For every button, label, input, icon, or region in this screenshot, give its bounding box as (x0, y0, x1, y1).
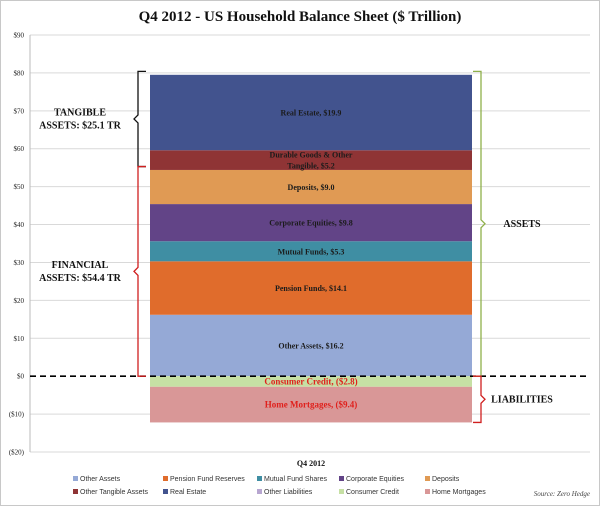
bracket (473, 375, 486, 424)
legend-swatch (425, 489, 430, 494)
legend-label: Corporate Equities (346, 476, 404, 483)
bracket (473, 70, 486, 377)
y-tick-label: $0 (17, 373, 25, 381)
y-tick-label: $20 (14, 297, 25, 305)
y-axis: ($20) ($10) $0 $10 $20 $30 $40 $50 $60 $70 $80 $90 (9, 32, 31, 457)
annotation-line: LIABILITIES (491, 394, 553, 405)
source-note: Source: Zero Hedge (533, 490, 590, 498)
bracket (133, 165, 146, 377)
y-tick-label: $70 (14, 107, 25, 115)
legend-label: Mutual Fund Shares (264, 476, 328, 483)
bar-segment (150, 261, 472, 315)
bracket (133, 70, 146, 168)
legend-swatch (73, 489, 78, 494)
data-label: Pension Funds, $14.1 (275, 284, 347, 293)
legend-swatch (425, 476, 430, 481)
legend-label: Real Estate (170, 489, 206, 496)
data-label-line: Durable Goods & Other (270, 151, 353, 160)
legend-label: Deposits (432, 476, 460, 483)
data-label-line: Consumer Credit, ($2.8) (264, 376, 357, 386)
data-label: Home Mortgages, ($9.4) (265, 400, 357, 410)
bar-segment (150, 314, 472, 377)
chart-title: Q4 2012 - US Household Balance Sheet ($ … (139, 9, 462, 25)
y-tick-label: $90 (14, 32, 25, 40)
y-tick-label: ($10) (9, 411, 25, 419)
bar-segment (150, 74, 472, 151)
legend-label: Other Liabilities (264, 489, 313, 496)
data-label: Real Estate, $19.9 (281, 109, 342, 118)
data-label: Corporate Equities, $9.8 (269, 219, 353, 228)
data-label: Mutual Funds, $5.3 (278, 247, 345, 256)
data-label-line: Real Estate, $19.9 (281, 109, 342, 118)
brackets: TANGIBLE ASSETS: $25.1 TR FINANCIAL ASSETS:… (39, 70, 553, 424)
legend-swatch (257, 489, 262, 494)
legend-swatch (163, 489, 168, 494)
legend-swatch (73, 476, 78, 481)
data-label-line: Deposits, $9.0 (288, 183, 335, 192)
legend-label: Home Mortgages (432, 489, 486, 496)
data-label: Deposits, $9.0 (288, 183, 335, 192)
y-tick-label: $10 (14, 335, 25, 343)
legend-swatch (339, 476, 344, 481)
annotation-label: FINANCIAL ASSETS: $54.4 TR (39, 260, 122, 284)
y-tick-label: $50 (14, 183, 25, 191)
data-label: Other Assets, $16.2 (278, 341, 343, 350)
data-label-line: Home Mortgages, ($9.4) (265, 400, 357, 410)
bar-segment (150, 386, 472, 423)
annotation-label: LIABILITIES (491, 394, 553, 405)
legend-label: Pension Fund Reserves (170, 476, 245, 483)
data-label-line: Other Assets, $16.2 (278, 341, 343, 350)
y-tick-label: $80 (14, 69, 25, 77)
annotation-line: FINANCIAL (52, 260, 109, 271)
x-category-label: Q4 2012 (297, 459, 325, 468)
legend-label: Other Tangible Assets (80, 489, 148, 496)
annotation-label: TANGIBLE ASSETS: $25.1 TR (39, 107, 122, 131)
data-label-line: Pension Funds, $14.1 (275, 284, 347, 293)
legend-label: Consumer Credit (346, 489, 399, 496)
legend-swatch (257, 476, 262, 481)
stacked-bar: Other Assets, $16.2 Pension Funds, $14.1 M… (150, 74, 472, 423)
data-label: Durable Goods & Other Tangible, $5.2 (270, 151, 353, 171)
y-tick-label: ($20) (9, 449, 25, 457)
data-label: Consumer Credit, ($2.8) (264, 376, 357, 386)
bar-segment (150, 241, 472, 262)
data-label-line: Tangible, $5.2 (287, 162, 335, 171)
annotation-line: ASSETS: $25.1 TR (39, 120, 122, 131)
y-tick-label: $60 (14, 145, 25, 153)
bar-segment (150, 376, 472, 387)
bar-segment (150, 204, 472, 242)
data-label-line: Corporate Equities, $9.8 (269, 219, 353, 228)
legend-label: Other Assets (80, 476, 121, 483)
annotation-label: ASSETS (503, 219, 541, 230)
bar-segment (150, 169, 472, 205)
bar-segment (150, 150, 472, 170)
annotation-line: ASSETS: $54.4 TR (39, 273, 122, 284)
annotation-line: ASSETS (503, 219, 541, 230)
legend: Other Assets Pension Fund Reserves Mutual … (73, 476, 486, 496)
y-tick-label: $40 (14, 221, 25, 229)
legend-swatch (163, 476, 168, 481)
data-label-line: Mutual Funds, $5.3 (278, 247, 345, 256)
legend-swatch (339, 489, 344, 494)
annotation-line: TANGIBLE (54, 107, 106, 118)
y-tick-label: $30 (14, 259, 25, 267)
